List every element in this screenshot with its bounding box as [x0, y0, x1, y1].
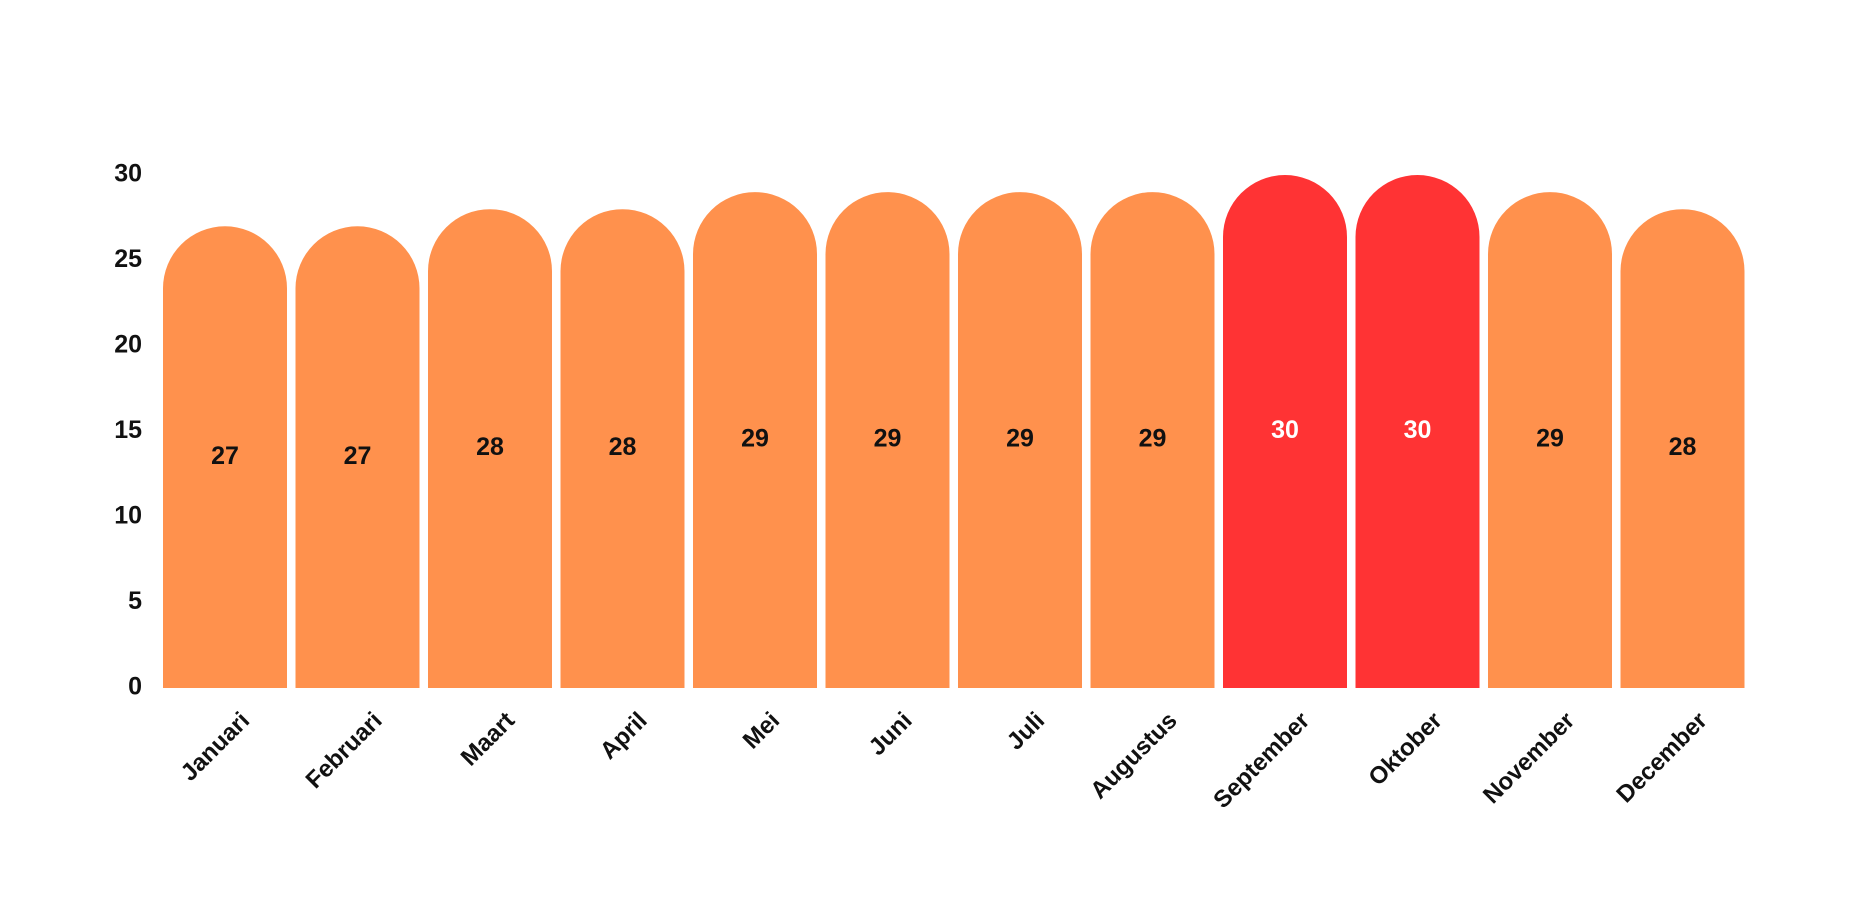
x-tick-label-januari: Januari [176, 707, 255, 786]
y-tick-label: 10 [114, 502, 142, 530]
value-label-juni: 29 [874, 425, 902, 453]
value-label-mei: 29 [741, 425, 769, 453]
y-tick-label: 25 [114, 245, 142, 273]
bar-maart [428, 209, 552, 688]
bar-juni [825, 192, 950, 688]
x-tick-label-april: April [595, 707, 653, 765]
value-label-juli: 29 [1006, 425, 1034, 453]
x-tick-label-mei: Mei [738, 707, 785, 754]
x-tick-label-oktober: Oktober [1363, 707, 1447, 791]
x-tick-label-juli: Juli [1002, 707, 1050, 755]
x-tick-label-februari: Februari [301, 707, 388, 794]
y-tick-label: 20 [114, 331, 142, 359]
value-label-december: 28 [1669, 433, 1697, 461]
x-tick-label-juni: Juni [864, 707, 918, 761]
y-axis: 0 5 10 15 20 25 30 [114, 160, 142, 701]
value-label-augustus: 29 [1139, 425, 1167, 453]
bar-februari [295, 226, 420, 688]
y-tick-label: 0 [128, 673, 142, 701]
value-label-februari: 27 [344, 442, 372, 470]
bar-mei [693, 192, 817, 688]
x-axis: Januari Februari Maart April Mei Juni Juli Augu… [176, 707, 1713, 814]
value-label-april: 28 [609, 433, 637, 461]
bar-april [560, 209, 685, 688]
bar-november [1488, 192, 1612, 688]
bars [163, 175, 1745, 688]
bar-augustus [1090, 192, 1215, 688]
bar-december [1620, 209, 1745, 688]
bar-juli [958, 192, 1082, 688]
value-labels: 27 27 28 28 29 29 29 29 30 30 29 28 [211, 416, 1696, 470]
x-tick-label-augustus: Augustus [1085, 707, 1182, 804]
bar-september [1223, 175, 1347, 688]
x-tick-label-november: November [1478, 707, 1580, 809]
y-tick-label: 30 [114, 160, 142, 188]
value-label-januari: 27 [211, 442, 239, 470]
value-label-september: 30 [1271, 416, 1299, 444]
y-tick-label: 5 [128, 587, 142, 615]
value-label-maart: 28 [476, 433, 504, 461]
bar-oktober [1355, 175, 1480, 688]
x-tick-label-september: September [1208, 707, 1315, 814]
x-tick-label-december: December [1611, 707, 1712, 808]
bar-januari [163, 226, 287, 688]
y-tick-label: 15 [114, 416, 142, 444]
value-label-november: 29 [1536, 425, 1564, 453]
x-tick-label-maart: Maart [456, 707, 520, 771]
value-label-oktober: 30 [1404, 416, 1432, 444]
